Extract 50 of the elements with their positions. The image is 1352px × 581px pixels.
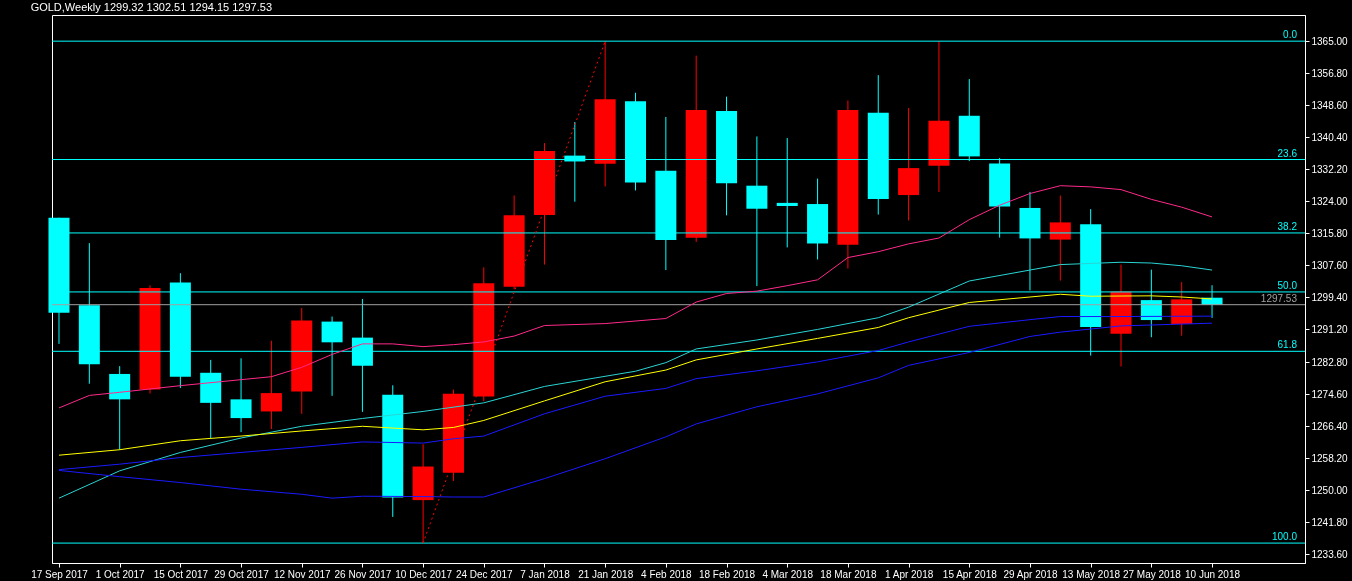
y-tick-label: 1340.40 [1311,131,1349,143]
x-tick-label: 1 Oct 2017 [95,568,146,580]
annotation: 100.0 [1271,531,1298,543]
x-tick-label: 29 Oct 2017 [214,568,270,580]
candlestick [260,340,282,430]
x-tick-label: 7 Jan 2018 [520,568,571,580]
chart-title: GOLD,Weekly 1299.32 1302.51 1294.15 1297.53 [30,1,272,13]
annotation: 61.8 [1277,339,1298,351]
x-tick-label: 29 Apr 2018 [1003,568,1058,580]
annotation: 0.0 [1283,29,1298,41]
x-tick-label: 17 Sep 2017 [31,568,89,580]
x-tick-label: 10 Dec 2017 [395,568,453,580]
candlestick [1049,194,1071,282]
y-tick-label: 1299.40 [1311,291,1349,303]
x-tick-label: 18 Mar 2018 [820,568,877,580]
x-tick-label: 24 Dec 2017 [455,568,514,580]
x-tick-label: 18 Feb 2018 [698,568,756,580]
y-tick-label: 1332.20 [1311,163,1349,175]
ref-line-label: 1297.53 [1260,292,1298,304]
x-tick-label: 15 Oct 2017 [153,568,209,580]
annotation: 50.0 [1277,279,1298,291]
annotation: 38.2 [1277,220,1298,232]
y-tick-label: 1365.00 [1311,35,1349,47]
y-tick-label: 1241.80 [1311,516,1349,528]
x-tick-label: 12 Nov 2017 [273,568,332,580]
x-tick-label: 21 Jan 2018 [578,568,634,580]
line-series [58,261,1213,499]
x-tick-label: 1 Apr 2018 [884,568,934,580]
annotation: 23.6 [1277,147,1298,159]
y-tick-label: 1282.80 [1311,356,1349,368]
y-tick-label: 1348.60 [1311,99,1349,111]
y-tick-label: 1356.80 [1311,67,1349,79]
y-tick-label: 1233.60 [1311,548,1349,560]
x-tick-label: 4 Feb 2018 [641,568,693,580]
x-tick-label: 13 May 2018 [1062,568,1121,580]
y-tick-label: 1274.60 [1311,388,1349,400]
y-tick-label: 1291.20 [1311,323,1349,335]
y-tick-label: 1324.00 [1311,195,1349,207]
candlestick [230,357,252,433]
line-series [58,185,1213,409]
x-tick-label: 10 Jun 2018 [1185,568,1241,580]
y-tick-label: 1266.40 [1311,420,1349,432]
y-tick-label: 1315.80 [1311,227,1349,239]
x-tick-label: 27 May 2018 [1122,568,1182,580]
y-tick-label: 1250.00 [1311,484,1349,496]
y-tick-label: 1307.60 [1311,259,1349,271]
y-tick-label: 1258.20 [1311,452,1349,464]
x-tick-label: 4 Mar 2018 [762,568,814,580]
x-tick-label: 26 Nov 2017 [334,568,392,580]
x-tick-label: 15 Apr 2018 [942,568,998,580]
